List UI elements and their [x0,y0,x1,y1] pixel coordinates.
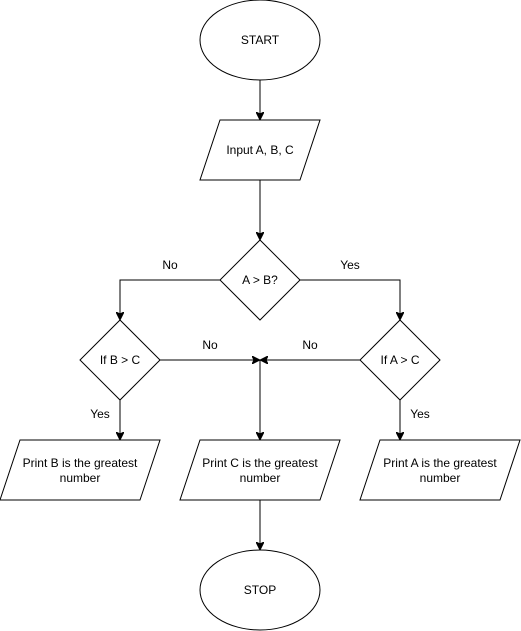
edge-main-yes-label: Yes [340,258,360,272]
print-b-line-1: Print B is the greatest [23,456,138,470]
print-a-node: Print A is the greatest number [359,439,521,501]
edge-main-yes [300,279,400,319]
input-label: Input A, B, C [226,143,294,157]
decision-right-label: If A > C [380,353,419,367]
print-c-line-1: Print C is the greatest [202,456,318,470]
decision-left-label: If B > C [100,353,141,367]
edge-right-yes-label: Yes [410,407,430,421]
stop-node: STOP [199,549,321,631]
edge-right-no-label: No [302,338,318,352]
edge-main-no-label: No [162,258,178,272]
decision-left-node: If B > C [79,319,161,401]
edge-left-no-label: No [202,338,218,352]
print-c-node: Print C is the greatest number [179,439,341,501]
input-node: Input A, B, C [199,119,321,181]
print-c-line-2: number [240,471,281,485]
decision-main-label: A > B? [242,273,278,287]
start-label: START [241,33,280,47]
decision-main-node: A > B? [219,239,301,321]
decision-right-node: If A > C [359,319,441,401]
print-b-line-2: number [60,471,101,485]
start-node: START [199,0,321,81]
print-a-line-2: number [420,471,461,485]
edge-left-yes-label: Yes [90,407,110,421]
stop-label: STOP [244,583,276,597]
print-a-line-1: Print A is the greatest [383,456,497,470]
print-b-node: Print B is the greatest number [0,439,161,501]
edge-main-no [120,279,220,319]
